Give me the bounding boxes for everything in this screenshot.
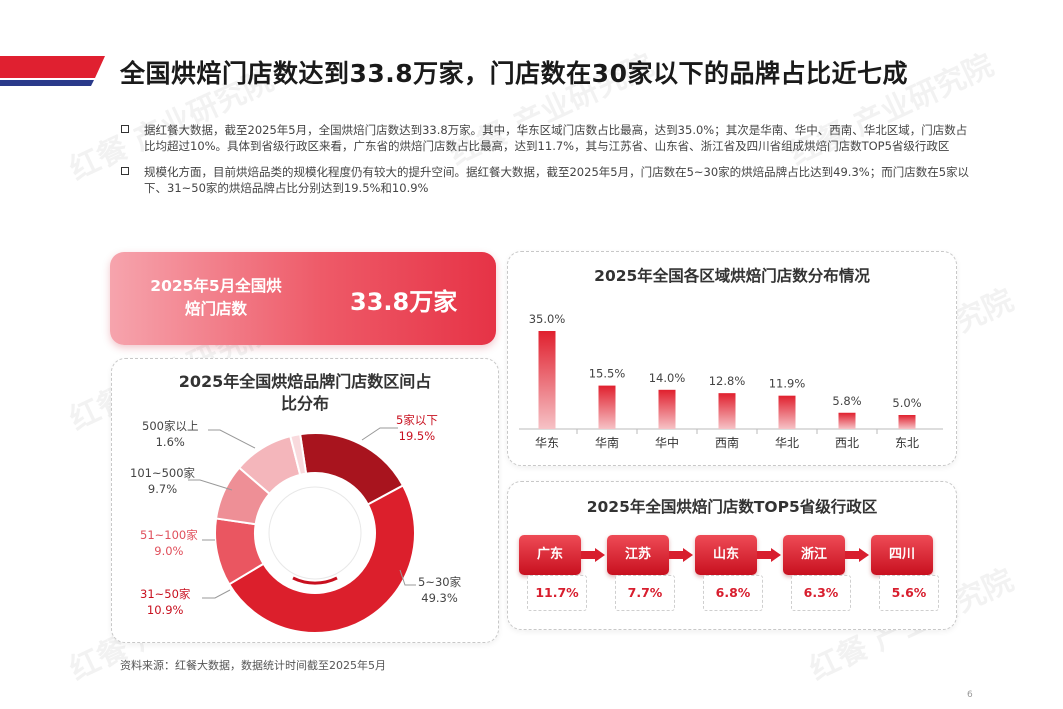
donut-label-101-500: 101~500家 9.7% — [130, 466, 196, 496]
square-bullet-icon — [121, 167, 129, 175]
province-share: 6.8% — [703, 575, 763, 611]
donut-slice — [227, 484, 416, 634]
arrow-right-icon — [669, 548, 693, 562]
donut-label-lt5: 5家以下 19.5% — [396, 413, 438, 443]
category-label: 华南 — [595, 435, 619, 450]
province-name: 广东 — [519, 535, 581, 575]
province-name: 四川 — [871, 535, 933, 575]
bullet-list: 据红餐大数据，截至2025年5月，全国烘焙门店数达到33.8万家。其中，华东区域… — [120, 122, 970, 206]
bar-value-label: 14.0% — [649, 371, 686, 385]
category-label: 西南 — [715, 435, 739, 450]
bullet-item: 规模化方面，目前烘焙品类的规模化程度仍有较大的提升空间。据红餐大数据，截至202… — [120, 164, 970, 196]
province-share: 6.3% — [791, 575, 851, 611]
donut-label-5-30: 5~30家 49.3% — [418, 575, 462, 605]
bar-华南 — [598, 385, 616, 429]
donut-label-51-100: 51~100家 9.0% — [140, 528, 198, 558]
arrow-right-icon — [845, 548, 869, 562]
stat-value: 33.8万家 — [350, 288, 458, 316]
region-bar-chart: 35.0% 华东 15.5% 华南 14.0% 华中 12.8% 西南 11.9% 华北 5.8% 西… — [519, 312, 943, 450]
category-label: 西北 — [835, 436, 859, 450]
bar-value-label: 12.8% — [709, 374, 746, 388]
bullet-text: 据红餐大数据，截至2025年5月，全国烘焙门店数达到33.8万家。其中，华东区域… — [144, 123, 968, 153]
donut-title: 2025年全国烘焙品牌门店数区间占比分布 — [178, 372, 432, 413]
bar-华北 — [778, 395, 796, 429]
source-note: 资料来源：红餐大数据，数据统计时间截至2025年5月 — [120, 659, 386, 672]
donut-chart — [214, 432, 416, 634]
bar-value-label: 35.0% — [529, 312, 566, 326]
arrow-right-icon — [757, 548, 781, 562]
province-share: 11.7% — [527, 575, 587, 611]
total-stores-card: 2025年5月全国烘焙门店数 33.8万家 — [110, 252, 496, 345]
category-label: 华中 — [655, 435, 679, 450]
top5-title: 2025年全国烘焙门店数TOP5省级行政区 — [586, 498, 878, 516]
page-number: 6 — [967, 690, 973, 700]
bullet-item: 据红餐大数据，截至2025年5月，全国烘焙门店数达到33.8万家。其中，华东区域… — [120, 122, 970, 154]
region-chart-title: 2025年全国各区域烘焙门店数分布情况 — [594, 267, 870, 285]
category-label: 华北 — [775, 436, 799, 450]
arrow-right-icon — [581, 548, 605, 562]
bar-value-label: 5.8% — [832, 394, 861, 408]
bar-value-label: 5.0% — [892, 396, 921, 410]
bar-value-label: 15.5% — [589, 367, 626, 381]
stat-label: 2025年5月全国烘焙门店数 — [150, 277, 282, 318]
bar-华东 — [538, 331, 556, 429]
donut-label-31-50: 31~50家 10.9% — [140, 587, 191, 617]
header-stripe — [0, 56, 105, 86]
bar-西北 — [838, 412, 856, 429]
bar-value-label: 11.9% — [769, 377, 806, 391]
bar-西南 — [718, 393, 736, 429]
region-chart-panel: 2025年全国各区域烘焙门店数分布情况 — [507, 251, 957, 466]
square-bullet-icon — [121, 125, 129, 133]
category-label: 东北 — [895, 436, 919, 450]
bullet-text: 规模化方面，目前烘焙品类的规模化程度仍有较大的提升空间。据红餐大数据，截至202… — [144, 165, 970, 195]
bar-华中 — [658, 389, 676, 429]
province-share: 7.7% — [615, 575, 675, 611]
province-share: 5.6% — [879, 575, 939, 611]
province-name: 山东 — [695, 535, 757, 575]
category-label: 华东 — [535, 436, 559, 450]
province-name: 浙江 — [783, 535, 845, 575]
bar-东北 — [898, 415, 916, 429]
page-title: 全国烘焙门店数达到33.8万家，门店数在30家以下的品牌占比近七成 — [120, 59, 908, 88]
donut-label-500plus: 500家以上 1.6% — [142, 419, 199, 449]
province-name: 江苏 — [607, 535, 669, 575]
donut-slice — [289, 432, 308, 477]
